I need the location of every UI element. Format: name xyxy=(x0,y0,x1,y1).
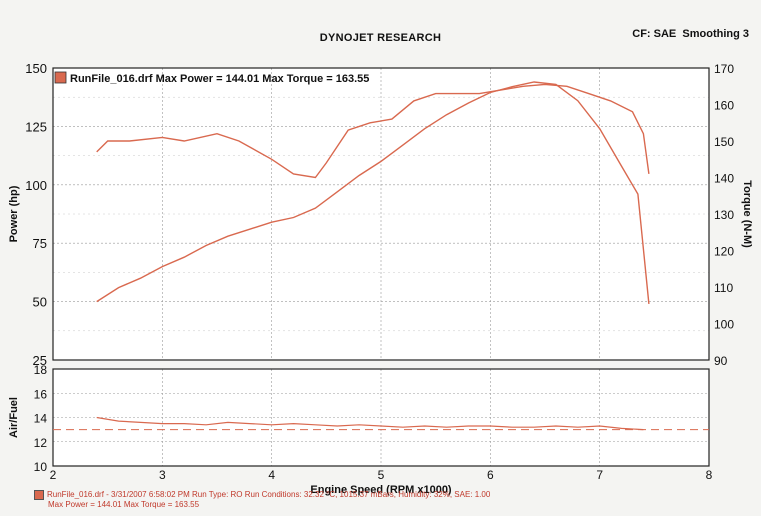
x-tick-label: 3 xyxy=(159,468,166,482)
chart-title: DYNOJET RESEARCH xyxy=(319,32,442,44)
y2-tick-label: 170 xyxy=(714,62,734,76)
y2-tick-label: 110 xyxy=(714,281,733,295)
x-tick-label: 2 xyxy=(50,468,57,482)
legend: RunFile_016.drf Max Power = 144.01 Max T… xyxy=(54,71,369,85)
afr-tick-label: 10 xyxy=(34,460,48,474)
y-tick-label: 50 xyxy=(33,295,47,310)
x-tick-label: 8 xyxy=(706,468,713,482)
y2-tick-label: 140 xyxy=(714,172,734,186)
x-tick-label: 5 xyxy=(378,468,385,482)
x-tick-label: 6 xyxy=(487,468,494,482)
torque-curve xyxy=(96,83,650,179)
y2-tick-label: 100 xyxy=(714,318,734,332)
y-tick-label: 100 xyxy=(25,178,47,193)
legend-swatch xyxy=(54,71,67,84)
y-tick-label: 75 xyxy=(33,236,47,251)
afr-axis-label: Air/Fuel xyxy=(8,397,20,438)
y-tick-label: 150 xyxy=(25,61,47,76)
x-tick-label: 7 xyxy=(596,468,603,482)
cf-text: CF: SAE xyxy=(632,28,677,40)
afr-tick-label: 18 xyxy=(34,363,48,377)
y2-tick-label: 90 xyxy=(714,354,728,368)
y2-tick-label: 150 xyxy=(714,135,734,149)
main-plot-frame xyxy=(52,67,710,361)
footer-line-1: RunFile_016.drf - 3/31/2007 6:58:02 PM R… xyxy=(47,490,491,500)
y-tick-label: 125 xyxy=(25,119,47,134)
smoothing-text: Smoothing 3 xyxy=(682,28,749,40)
x-tick-label: 4 xyxy=(268,468,275,482)
afr-tick-label: 16 xyxy=(34,387,48,401)
y2-tick-label: 160 xyxy=(714,99,734,113)
correction-factor-label: CF: SAE Smoothing 3 xyxy=(632,28,749,40)
x-axis-label: Engine Speed (RPM x1000) xyxy=(310,484,452,496)
footer-line-2: Max Power = 144.01 Max Torque = 163.55 xyxy=(48,500,200,510)
y-tick-label: 25 xyxy=(33,353,47,368)
afr-tick-label: 14 xyxy=(34,412,48,426)
legend-text: RunFile_016.drf Max Power = 144.01 Max T… xyxy=(70,73,369,85)
y2-tick-label: 130 xyxy=(714,208,734,222)
power-curve xyxy=(96,81,650,304)
run-info-footer: RunFile_016.drf - 3/31/2007 6:58:02 PM R… xyxy=(34,490,490,510)
y-axis-label: Power (hp) xyxy=(8,185,20,242)
y2-axis-label: Torque (N-M) xyxy=(741,180,753,248)
footer-legend-swatch xyxy=(34,490,44,500)
afr-tick-label: 12 xyxy=(34,436,48,450)
y2-tick-label: 120 xyxy=(714,245,734,259)
afr-plot-frame xyxy=(52,368,710,467)
afr-curve xyxy=(96,416,644,431)
